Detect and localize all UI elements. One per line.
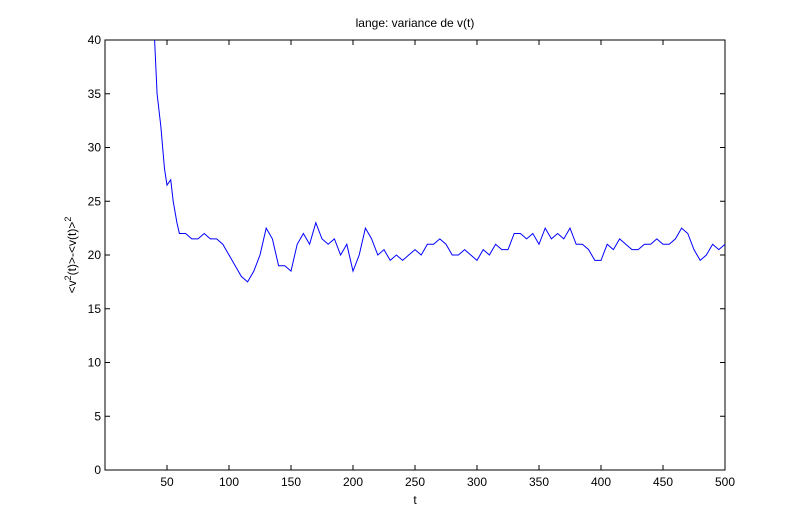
y-tick-label: 5 [94,409,101,423]
x-tick-label: 400 [591,475,611,489]
x-axis-label: t [413,493,417,507]
x-tick-label: 200 [343,475,363,489]
y-tick-label: 10 [88,356,102,370]
chart-title: lange: variance de v(t) [356,16,475,30]
x-tick-label: 450 [653,475,673,489]
x-tick-label: 50 [160,475,174,489]
x-tick-label: 350 [529,475,549,489]
y-tick-label: 20 [88,248,102,262]
x-tick-label: 300 [467,475,487,489]
y-axis-label: <v2(t)>-<v(t)>2 [63,217,79,294]
data-line [154,39,726,283]
x-tick-label: 500 [715,475,735,489]
x-tick-label: 250 [405,475,425,489]
x-tick-label: 150 [281,475,301,489]
y-tick-label: 15 [88,302,102,316]
y-tick-label: 25 [88,194,102,208]
y-tick-label: 40 [88,33,102,47]
x-tick-label: 100 [219,475,239,489]
y-tick-label: 0 [94,463,101,477]
y-tick-label: 30 [88,141,102,155]
plot-area [104,39,726,471]
y-tick-label: 35 [88,87,102,101]
